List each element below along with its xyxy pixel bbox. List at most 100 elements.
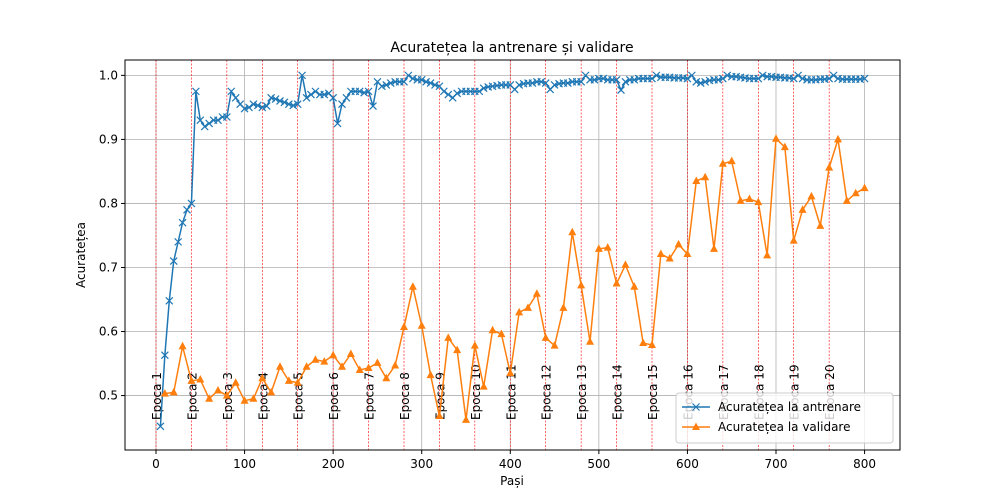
point — [435, 411, 444, 420]
point — [240, 104, 249, 113]
point — [842, 196, 851, 204]
point — [528, 79, 537, 87]
point — [284, 376, 293, 384]
point — [568, 227, 577, 236]
point — [772, 134, 780, 142]
point — [754, 74, 763, 83]
x-tick-label: 200 — [322, 457, 345, 471]
epoch-label: Epoca 6 — [327, 372, 341, 420]
point — [320, 90, 329, 99]
epoch-label: Epoca 12 — [540, 364, 554, 420]
point — [577, 280, 586, 289]
point — [758, 71, 767, 80]
legend: Acuratețea la antrenare Acuratețea la val… — [675, 392, 894, 444]
point — [267, 93, 276, 102]
point — [630, 75, 639, 84]
point — [515, 81, 524, 89]
point — [169, 257, 178, 266]
x-tick-label: 800 — [853, 457, 876, 471]
point — [621, 77, 630, 86]
point — [763, 250, 772, 259]
point — [816, 221, 825, 229]
plot-frame — [124, 59, 901, 451]
x-tick-label: 0 — [152, 457, 160, 471]
point — [453, 345, 462, 354]
point — [311, 355, 320, 363]
point — [524, 303, 532, 311]
epoch-label: Epoca 7 — [363, 372, 377, 420]
point — [408, 74, 417, 83]
point — [563, 79, 572, 87]
x-tick-label: 500 — [587, 457, 610, 471]
point — [205, 394, 214, 402]
point — [333, 119, 342, 128]
point — [422, 77, 431, 86]
point — [674, 239, 683, 248]
x-tick-label: 300 — [410, 457, 433, 471]
point — [360, 88, 369, 97]
point — [648, 74, 656, 83]
point — [249, 100, 258, 109]
point — [342, 93, 351, 102]
point — [745, 194, 754, 202]
point — [701, 77, 710, 86]
point — [417, 321, 426, 329]
point — [377, 82, 386, 91]
epoch-label: Epoca 1 — [150, 372, 164, 420]
point — [586, 337, 594, 345]
epoch-label: Epoca 15 — [646, 364, 660, 420]
point — [532, 289, 541, 297]
point — [807, 191, 816, 200]
x-tick-label: 600 — [676, 457, 699, 471]
point — [276, 97, 284, 105]
point — [262, 102, 271, 111]
legend-box — [675, 392, 894, 444]
point — [798, 74, 807, 83]
point — [293, 100, 302, 109]
point — [289, 101, 298, 110]
point — [200, 122, 209, 131]
point — [594, 244, 603, 252]
point — [603, 243, 612, 251]
point — [311, 87, 320, 96]
point — [860, 183, 869, 192]
x-tick-label: 700 — [765, 457, 788, 471]
point — [165, 296, 174, 305]
point — [537, 77, 546, 86]
point — [710, 244, 718, 252]
point — [302, 93, 311, 102]
point — [222, 391, 231, 399]
point — [439, 87, 448, 96]
point — [346, 349, 355, 357]
point — [284, 100, 293, 109]
point — [825, 163, 834, 171]
y-tick-label: 0.7 — [99, 260, 118, 274]
point — [222, 113, 231, 121]
point — [249, 394, 258, 402]
point — [187, 199, 196, 208]
y-tick-label: 0.6 — [99, 325, 118, 339]
y-tick-label: 0.8 — [99, 196, 118, 210]
point — [231, 378, 240, 386]
point — [718, 159, 727, 167]
point — [639, 338, 648, 347]
point — [834, 134, 842, 143]
point — [231, 93, 240, 102]
point — [404, 71, 413, 80]
point — [825, 74, 834, 83]
point — [160, 389, 169, 397]
point — [652, 71, 661, 80]
point — [718, 74, 727, 83]
point — [506, 368, 515, 377]
point — [462, 415, 470, 423]
point — [656, 249, 665, 258]
point — [692, 77, 701, 86]
point — [794, 71, 803, 80]
point — [851, 188, 860, 197]
point — [798, 205, 807, 213]
point — [191, 87, 200, 96]
point — [183, 205, 191, 214]
point — [187, 376, 196, 384]
point — [258, 103, 267, 112]
point — [780, 142, 789, 151]
